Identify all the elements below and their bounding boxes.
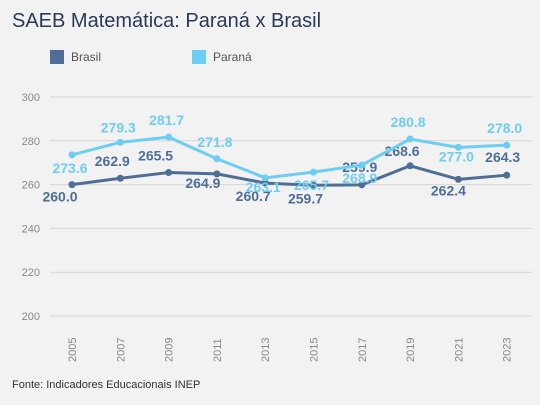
point-parana-2023 [503,141,511,149]
point-brasil-2005 [68,181,76,189]
point-parana-2011 [213,155,221,163]
point-brasil-2021 [454,175,462,183]
legend-swatch-parana [192,50,206,64]
data-label-parana-2021: 277.0 [439,148,474,164]
y-tick-label-240: 240 [22,223,40,235]
data-label-brasil-2015: 259.7 [288,190,323,206]
data-label-brasil-2011: 264.9 [185,175,220,191]
chart-title: SAEB Matemática: Paraná x Brasil [12,10,322,32]
data-label-parana-2007: 279.3 [101,119,136,135]
y-tick-label-280: 280 [22,136,40,148]
data-label-brasil-2009: 265.5 [138,148,173,164]
point-brasil-2009 [165,169,173,177]
data-label-parana-2011: 271.8 [197,134,232,150]
series-line-brasil [71,164,507,187]
x-tick-label-2013: 2013 [260,338,272,362]
y-tick-label-220: 220 [22,267,40,279]
point-brasil-2019 [406,162,414,170]
x-tick-label-2011: 2011 [212,338,224,362]
data-label-parana-2013: 263.1 [246,179,281,195]
x-tick-label-2021: 2021 [453,338,465,362]
x-tick-label-2015: 2015 [309,338,321,362]
point-parana-2015 [310,168,317,176]
data-label-parana-2017: 268.9 [342,170,377,186]
series-line-parana [71,135,507,180]
x-tick-label-2019: 2019 [405,338,417,362]
point-parana-2009 [165,133,173,141]
source-note: Fonte: Indicadores Educacionais INEP [12,379,201,391]
point-brasil-2013 [261,179,269,187]
point-brasil-2017 [358,181,366,189]
point-parana-2017 [358,161,366,169]
y-tick-label-260: 260 [22,180,40,192]
data-label-brasil-2005: 260.0 [42,189,77,205]
x-tick-label-2007: 2007 [115,338,127,362]
point-parana-2021 [454,143,462,151]
legend-item-brasil[interactable]: Brasil [50,49,101,65]
legend-item-parana[interactable]: Paraná [192,49,252,65]
x-tick-label-2009: 2009 [164,338,176,362]
point-parana-2013 [261,174,269,182]
legend-label-parana: Paraná [213,50,252,64]
data-label-parana-2023: 278.0 [487,120,522,136]
data-label-parana-2015: 265.7 [294,177,329,193]
point-parana-2019 [406,135,414,143]
y-tick-label-200: 200 [22,311,40,323]
legend-swatch-brasil [50,50,64,64]
data-label-parana-2005: 273.6 [52,160,87,176]
data-label-brasil-2007: 262.9 [95,153,130,169]
x-tick-label-2005: 2005 [67,338,79,362]
point-brasil-2023 [503,171,511,179]
data-label-brasil-2023: 264.3 [485,149,520,165]
point-brasil-2011 [213,170,221,178]
x-tick-label-2017: 2017 [357,338,369,362]
data-label-brasil-2021: 262.4 [431,182,466,198]
point-brasil-2015 [310,181,317,189]
data-label-parana-2019: 280.8 [391,114,426,130]
data-label-brasil-2013: 260.7 [236,188,271,204]
x-tick-label-2023: 2023 [502,338,514,362]
data-label-parana-2009: 281.7 [149,112,184,128]
point-parana-2005 [68,151,76,159]
legend-label-brasil: Brasil [71,50,102,64]
point-parana-2007 [116,138,124,146]
y-tick-label-300: 300 [22,92,40,104]
point-brasil-2007 [116,174,124,182]
